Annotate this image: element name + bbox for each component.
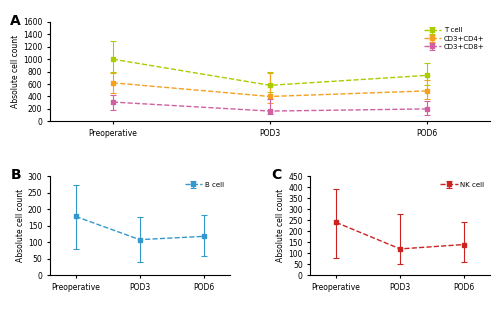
Y-axis label: Absolute cell count: Absolute cell count (276, 189, 285, 262)
Text: A: A (10, 14, 21, 28)
Y-axis label: Absolute cell count: Absolute cell count (16, 189, 25, 262)
Legend: NK cell: NK cell (438, 179, 486, 190)
Text: B: B (10, 168, 21, 182)
Text: C: C (271, 168, 281, 182)
Legend: T cell, CD3+CD4+, CD3+CD8+: T cell, CD3+CD4+, CD3+CD8+ (422, 25, 486, 52)
Legend: B cell: B cell (182, 179, 226, 190)
Y-axis label: Absolute cell count: Absolute cell count (11, 35, 20, 108)
